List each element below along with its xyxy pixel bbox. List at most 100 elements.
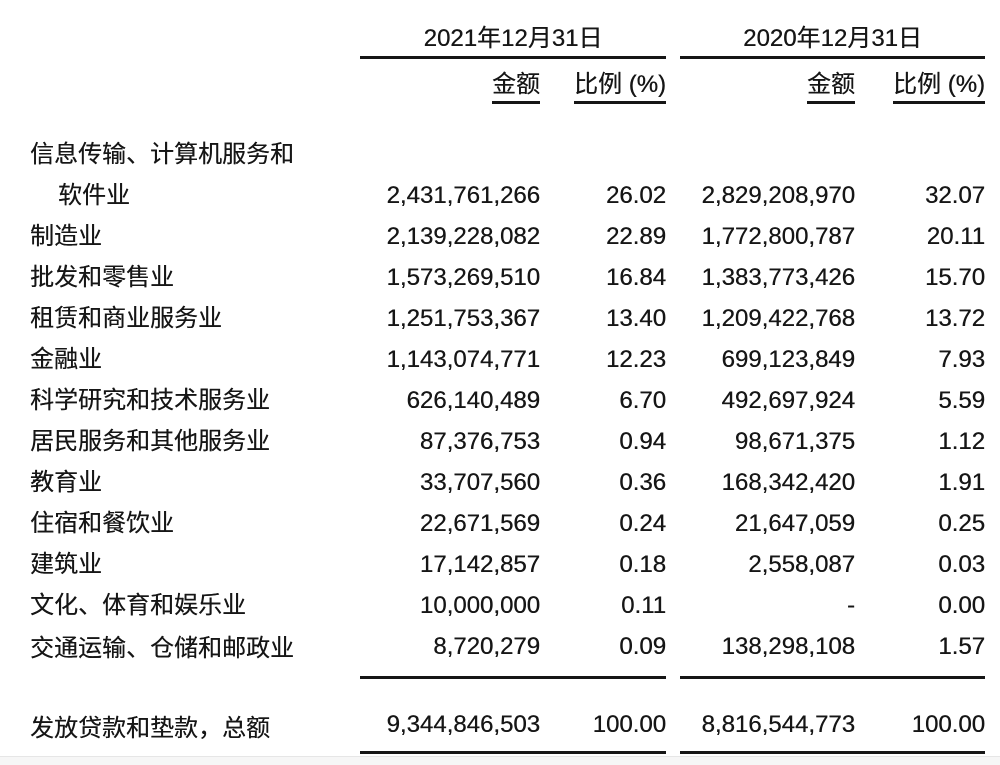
table-row: 居民服务和其他服务业 87,376,753 0.94 98,671,375 1.… <box>30 421 985 462</box>
table-row: 科学研究和技术服务业 626,140,489 6.70 492,697,924 … <box>30 380 985 421</box>
table-row: 信息传输、计算机服务和软件业 2,431,761,266 26.02 2,829… <box>30 108 985 216</box>
group-gap <box>666 216 680 257</box>
ratio-2020-cell: 0.00 <box>938 592 985 619</box>
ratio-2020-cell: 1.91 <box>938 469 985 496</box>
group-gap <box>666 298 680 339</box>
row-label: 金融业 <box>30 346 102 373</box>
table-row: 制造业 2,139,228,082 22.89 1,772,800,787 20… <box>30 216 985 257</box>
amount-2020-cell: 2,829,208,970 <box>701 182 855 209</box>
ratio-2021-cell: 0.94 <box>619 428 666 455</box>
group-gap <box>666 108 680 216</box>
amount-2020-cell: 98,671,375 <box>734 428 855 455</box>
amount-2021-cell: 1,573,269,510 <box>386 264 540 291</box>
ratio-2021-cell: 6.70 <box>619 387 666 414</box>
row-label: 教育业 <box>30 469 102 496</box>
row-label: 文化、体育和娱乐业 <box>30 592 246 619</box>
ratio-2021-cell: 26.02 <box>605 182 666 209</box>
table-row: 建筑业 17,142,857 0.18 2,558,087 0.03 <box>30 544 985 585</box>
amount-2021-cell: 10,000,000 <box>419 592 540 619</box>
group-gap <box>666 257 680 298</box>
ratio-2020-cell: 0.03 <box>938 551 985 578</box>
header-spacer <box>30 20 360 58</box>
ratio-2021-cell: 16.84 <box>605 264 666 291</box>
group-gap <box>666 58 680 109</box>
ratio-2021-cell: 0.09 <box>540 626 666 679</box>
ratio-2020-cell: 32.07 <box>924 182 985 209</box>
group-gap <box>666 626 680 678</box>
ratio-2020-cell: 1.12 <box>938 428 985 455</box>
group-gap <box>666 678 680 756</box>
amount-2020-cell: 168,342,420 <box>721 469 855 496</box>
amount-2020-cell: 492,697,924 <box>721 387 855 414</box>
amount-2021-cell: 87,376,753 <box>419 428 540 455</box>
row-label: 居民服务和其他服务业 <box>30 428 270 455</box>
amount-2021-cell: 33,707,560 <box>419 469 540 496</box>
year-header-row: 2021年12月31日 2020年12月31日 <box>30 20 985 59</box>
amount-2020-cell: 21,647,059 <box>734 510 855 537</box>
amount-2020-cell: 2,558,087 <box>748 551 855 578</box>
amount-2020-cell: 138,298,108 <box>680 626 855 679</box>
column-group-2020: 2020年12月31日 <box>680 20 985 59</box>
ratio-2020-cell: 20.11 <box>926 223 985 250</box>
ratio-2021-cell: 0.11 <box>621 592 666 619</box>
amount-2021-header: 金额 <box>360 58 540 109</box>
row-label: 建筑业 <box>30 551 102 578</box>
amount-2021-cell: 1,251,753,367 <box>386 305 540 332</box>
row-label-line2: 软件业 <box>58 182 130 209</box>
table-header: 2021年12月31日 2020年12月31日 金额 比例 (%) 金额 比例 … <box>30 20 985 108</box>
amount-2020-cell: - <box>847 592 855 619</box>
group-gap <box>666 339 680 380</box>
ratio-2020-cell: 1.57 <box>855 626 985 679</box>
ratio-2021-cell: 12.23 <box>605 346 666 373</box>
ratio-2021-cell: 0.18 <box>619 551 666 578</box>
amount-2021-cell: 22,671,569 <box>419 510 540 537</box>
total-ratio-2020: 100.00 <box>855 677 985 759</box>
ratio-header-label: 比例 (%) <box>574 71 666 104</box>
ratio-2020-cell: 5.59 <box>938 387 985 414</box>
amount-2021-cell: 8,720,279 <box>360 626 540 679</box>
row-label: 租赁和商业服务业 <box>30 305 222 332</box>
amount-2021-cell: 2,431,761,266 <box>386 182 540 209</box>
ratio-2020-cell: 0.25 <box>938 510 985 537</box>
total-amount-2020: 8,816,544,773 <box>680 677 855 759</box>
industry-loan-table: 2021年12月31日 2020年12月31日 金额 比例 (%) 金额 比例 … <box>30 20 985 759</box>
table-row: 租赁和商业服务业 1,251,753,367 13.40 1,209,422,7… <box>30 298 985 339</box>
ratio-2020-cell: 7.93 <box>938 346 985 373</box>
row-label: 信息传输、计算机服务和软件业 <box>30 108 360 216</box>
total-amount-2021: 9,344,846,503 <box>360 677 540 759</box>
amount-2021-cell: 626,140,489 <box>406 387 540 414</box>
table-row: 文化、体育和娱乐业 10,000,000 0.11 - 0.00 <box>30 585 985 626</box>
amount-header-label: 金额 <box>492 71 540 104</box>
table-row: 金融业 1,143,074,771 12.23 699,123,849 7.93 <box>30 339 985 380</box>
amount-header-label: 金额 <box>807 71 855 104</box>
ratio-header-label: 比例 (%) <box>893 71 985 104</box>
subheader-row: 金额 比例 (%) 金额 比例 (%) <box>30 58 985 109</box>
ratio-2021-cell: 13.40 <box>605 305 666 332</box>
amount-2021-cell: 17,142,857 <box>419 551 540 578</box>
ratio-2021-cell: 0.36 <box>619 469 666 496</box>
group-gap <box>666 380 680 421</box>
amount-2020-cell: 1,383,773,426 <box>701 264 855 291</box>
row-label: 批发和零售业 <box>30 264 174 291</box>
ratio-2020-header: 比例 (%) <box>855 58 985 109</box>
row-label-line1: 信息传输、计算机服务和 <box>30 141 294 168</box>
total-row: 发放贷款和垫款，总额 9,344,846,503 100.00 8,816,54… <box>30 677 985 759</box>
group-gap <box>666 585 680 626</box>
amount-2021-cell: 1,143,074,771 <box>386 346 540 373</box>
ratio-2020-cell: 13.72 <box>924 305 985 332</box>
row-label: 科学研究和技术服务业 <box>30 387 270 414</box>
group-gap <box>666 503 680 544</box>
table-footer: 发放贷款和垫款，总额 9,344,846,503 100.00 8,816,54… <box>30 677 985 759</box>
table-row: 批发和零售业 1,573,269,510 16.84 1,383,773,426… <box>30 257 985 298</box>
table-body: 信息传输、计算机服务和软件业 2,431,761,266 26.02 2,829… <box>30 108 985 679</box>
scan-edge-artifact <box>0 756 1000 765</box>
amount-2020-header: 金额 <box>680 58 855 109</box>
table-row: 教育业 33,707,560 0.36 168,342,420 1.91 <box>30 462 985 503</box>
amount-2021-cell: 2,139,228,082 <box>386 223 540 250</box>
ratio-2021-cell: 22.89 <box>605 223 666 250</box>
group-gap <box>666 20 680 58</box>
total-row-label: 发放贷款和垫款，总额 <box>30 715 270 742</box>
group-gap <box>666 462 680 503</box>
ratio-2021-cell: 0.24 <box>619 510 666 537</box>
